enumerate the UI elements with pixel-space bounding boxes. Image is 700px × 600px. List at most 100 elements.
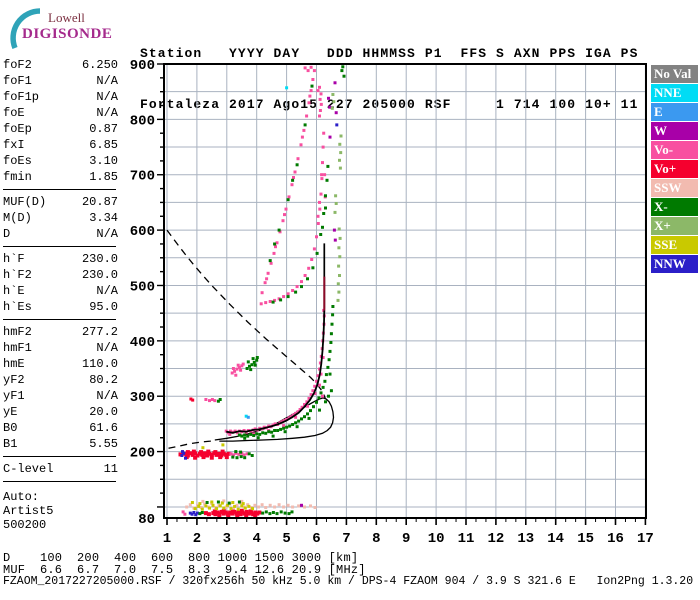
echo-legend: No Val NNE E W Vo- Vo+ SSW X- X+ SSE NNW xyxy=(651,65,698,274)
legend-item-vo: Vo+ xyxy=(651,160,698,178)
x-tick-label: 5 xyxy=(282,531,290,547)
param-row-yF1: yF1 N/A xyxy=(3,389,118,403)
legend-item-vo: Vo- xyxy=(651,141,698,159)
series-e-dot xyxy=(246,415,250,419)
x-tick-label: 15 xyxy=(577,531,594,547)
param-row-B1: B1 5.55 xyxy=(3,437,118,451)
lowell-digisonde-logo: Lowell DIGISONDE xyxy=(8,6,128,52)
legend-item-sse: SSE xyxy=(651,236,698,254)
y-tick-label: 900 xyxy=(130,58,155,74)
param-row-B0: B0 61.6 xyxy=(3,421,118,435)
x-tick-label: 9 xyxy=(402,531,410,547)
legend-item-noval: No Val xyxy=(651,65,698,83)
x-tick-label: 2 xyxy=(193,531,201,547)
series-x-plus-streaks xyxy=(330,93,343,302)
parameter-panel: foF2 6.250 foF1 N/A foF1p N/A foE N/A foEp 0.87 fx… xyxy=(3,57,118,532)
curve-artist-fitted-trace xyxy=(226,310,326,434)
legend-item-nnw: NNW xyxy=(651,255,698,273)
x-tick-label: 7 xyxy=(342,531,350,547)
y-tick-label: 600 xyxy=(130,224,155,240)
plot-frame xyxy=(163,63,647,519)
panel-divider xyxy=(3,319,116,320)
curve-transmission-tail-dashed xyxy=(168,439,215,449)
param-row-yF2: yF2 80.2 xyxy=(3,373,118,387)
series-es-x-top xyxy=(205,500,241,505)
param-row-foF2: foF2 6.250 xyxy=(3,58,118,72)
autoscaling-line: Artist5 xyxy=(3,504,54,518)
param-row-foF1: foF1 N/A xyxy=(3,74,118,88)
station-header: Station YYYY DAY DDD HHMMSS P1 FFS S AXN… xyxy=(140,11,638,147)
param-row-hF: h`F 230.0 xyxy=(3,252,118,266)
series-dots295-x xyxy=(216,398,222,403)
series-nne-dots xyxy=(244,86,289,418)
x-tick-label: 10 xyxy=(428,531,445,547)
autoscaling-line: Auto: xyxy=(3,490,40,504)
series-cluster195-x xyxy=(231,450,254,460)
param-row-foE: foE N/A xyxy=(3,106,118,120)
series-w-spread-dots xyxy=(327,81,338,242)
series-nnw-dot xyxy=(335,123,339,127)
param-row-hE: h`E N/A xyxy=(3,284,118,298)
param-row-foF1p: foF1p N/A xyxy=(3,90,118,104)
series-es-sse-top xyxy=(190,500,254,511)
x-tick-label: 8 xyxy=(372,531,380,547)
d-distance-row: D 100 200 400 600 800 1000 1500 3000 [km… xyxy=(3,551,359,565)
legend-item-nne: NNE xyxy=(651,84,698,102)
autoscaling-line: 500200 xyxy=(3,518,47,532)
axes: 1 2 3 4 5 6 7 8 9 10 11 12 13 14 15 16 17900800700600500… xyxy=(130,58,654,547)
series-f-trace-x xyxy=(237,305,335,440)
panel-divider xyxy=(3,456,116,457)
legend-item-w: W xyxy=(651,122,698,140)
x-tick-label: 6 xyxy=(312,531,320,547)
x-tick-label: 16 xyxy=(607,531,624,547)
x-tick-label: 13 xyxy=(517,531,534,547)
param-row-hmF2: hmF2 277.2 xyxy=(3,325,118,339)
param-row-D: D N/A xyxy=(3,227,118,241)
series-second-hop-diagonal-x xyxy=(268,84,314,263)
series-second-hop-diagonal-o xyxy=(260,69,316,295)
param-row-foEs: foEs 3.10 xyxy=(3,154,118,168)
series-cluster195-nnw xyxy=(180,450,187,460)
param-row-hF2: h`F2 230.0 xyxy=(3,268,118,282)
series-top-edge-x xyxy=(340,65,346,78)
legend-item-x: X+ xyxy=(651,217,698,235)
y-tick-label: 500 xyxy=(130,279,155,295)
series-mid-cluster-o xyxy=(230,362,245,377)
series-es-nnw xyxy=(188,511,199,517)
panel-divider xyxy=(3,481,116,482)
legend-item-ssw: SSW xyxy=(651,179,698,197)
x-tick-label: 12 xyxy=(487,531,504,547)
y-tick-label: 400 xyxy=(130,335,155,351)
series-f-trace-o xyxy=(224,308,326,437)
panel-divider xyxy=(3,189,116,190)
param-row-MUFD: MUF(D) 20.87 xyxy=(3,195,118,209)
header-labels-row: Station YYYY DAY DDD HHMMSS P1 FFS S AXN… xyxy=(140,46,639,61)
y-tick-label: 200 xyxy=(130,446,155,462)
legend-item-x: X- xyxy=(651,198,698,216)
muf-row: MUF 6.6 6.7 7.0 7.5 8.3 9.4 12.6 20.9 [M… xyxy=(3,563,366,577)
logo-lowell-text: Lowell xyxy=(48,10,85,25)
series-es-w xyxy=(300,503,303,507)
param-row-fmin: fmin 1.85 xyxy=(3,170,118,184)
x-tick-label: 14 xyxy=(547,531,564,547)
x-tick-label: 4 xyxy=(252,531,260,547)
y-tick-label: 80 xyxy=(138,512,155,528)
series-es-vo-minus xyxy=(181,510,187,516)
panel-divider xyxy=(3,246,116,247)
logo-digisonde-text: DIGISONDE xyxy=(22,26,113,42)
param-row-Clevel: C-level 11 xyxy=(3,462,118,476)
x-tick-label: 3 xyxy=(223,531,231,547)
series-dots295-vo-plus xyxy=(189,397,195,402)
param-row-fxI: fxI 6.85 xyxy=(3,138,118,152)
series-second-hop-curve-x xyxy=(271,164,330,304)
series-cluster195-sse xyxy=(201,443,225,450)
series-dots295-vo-minus xyxy=(204,398,217,403)
grid xyxy=(164,64,646,518)
series-cluster195-vo-plus xyxy=(178,449,231,460)
y-tick-label: 700 xyxy=(130,169,155,185)
param-row-hmE: hmE 110.0 xyxy=(3,357,118,371)
param-row-foEp: foEp 0.87 xyxy=(3,122,118,136)
param-row-hEs: h`Es 95.0 xyxy=(3,300,118,314)
